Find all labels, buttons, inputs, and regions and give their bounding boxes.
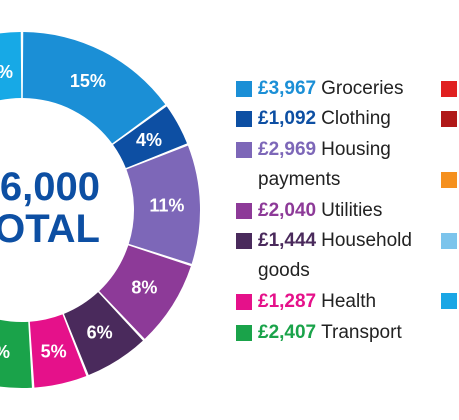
legend-swatch: [236, 111, 252, 127]
slice-partial-top: [0, 32, 22, 101]
legend-swatch: [236, 203, 252, 219]
legend-amount: £2,407: [258, 322, 317, 343]
legend-swatch: [236, 81, 252, 97]
legend-item: £1,092 Clothing: [236, 104, 391, 134]
legend-label: Housing: [321, 139, 391, 160]
legend-item: £2,040 Utilities: [236, 196, 382, 226]
legend-swatch: [236, 233, 252, 249]
legend-amount: £2,040: [258, 200, 317, 221]
slice-utilities: [99, 245, 191, 339]
legend-swatch-cutoff: [441, 233, 457, 249]
slice-clothing: [113, 106, 188, 169]
legend-swatch-cutoff: [441, 111, 457, 127]
slice-label-health: 5%: [41, 342, 67, 362]
center-text-line: 6,000: [0, 165, 100, 209]
legend-swatch: [236, 142, 252, 158]
legend-swatch: [236, 325, 252, 341]
legend-item: £2,969 Housing payments: [236, 135, 391, 195]
legend-label: Household: [321, 230, 412, 251]
slice-label-partial-bottom: %: [0, 342, 10, 362]
legend-item: £1,287 Health: [236, 287, 376, 317]
slice-household-goods: [63, 292, 143, 376]
slice-housing-payments: [126, 145, 201, 264]
slice-health: [29, 314, 87, 388]
legend-amount: £1,444: [258, 230, 317, 251]
legend-item: £2,407 Transport: [236, 318, 402, 348]
legend-swatch: [236, 294, 252, 310]
legend-swatch-cutoff: [441, 293, 457, 309]
legend-label: Health: [321, 291, 377, 312]
legend-amount: £2,969: [258, 139, 317, 160]
legend-label: Clothing: [321, 108, 391, 129]
legend-amount: £3,967: [258, 78, 317, 99]
legend-label: Groceries: [321, 78, 404, 99]
legend-label: Utilities: [321, 200, 383, 221]
slice-groceries: [22, 32, 166, 144]
slice-label-groceries: 15%: [70, 71, 106, 91]
slice-label-household-goods: 6%: [87, 322, 113, 342]
legend-swatch-cutoff: [441, 172, 457, 188]
legend-amount: £1,092: [258, 108, 317, 129]
legend-amount: £1,287: [258, 291, 317, 312]
legend-swatch-cutoff: [441, 81, 457, 97]
legend-label: payments: [258, 169, 341, 190]
slice-label-housing-payments: 11%: [149, 195, 184, 215]
legend-label: Transport: [321, 322, 402, 343]
slice-transport: [0, 319, 32, 388]
center-text-line: OTAL: [0, 207, 100, 251]
legend-item: £1,444 Household goods: [236, 226, 412, 286]
legend-item: £3,967 Groceries: [236, 74, 403, 104]
slice-label-clothing: 4%: [136, 130, 162, 150]
slice-label-partial-top: %: [0, 62, 13, 82]
legend-label: goods: [258, 260, 310, 281]
slice-label-utilities: 8%: [131, 278, 157, 298]
